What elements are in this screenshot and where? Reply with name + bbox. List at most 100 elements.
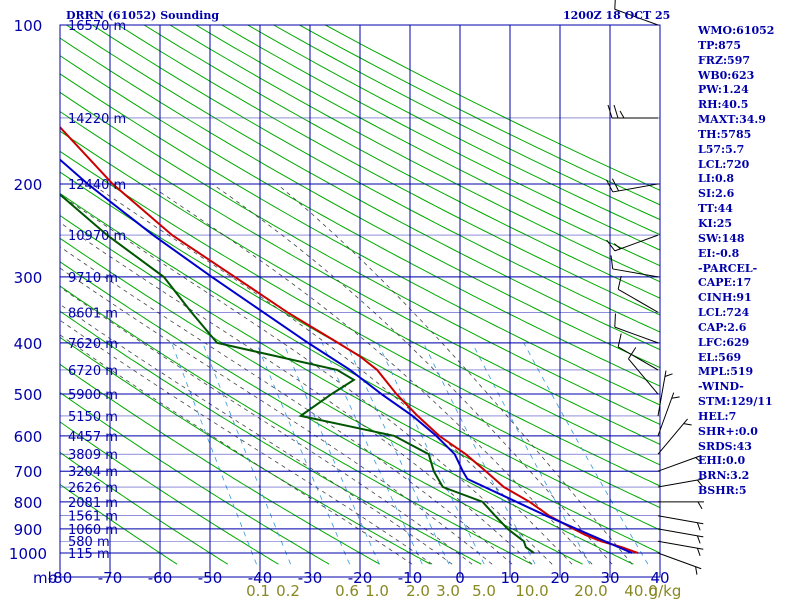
mixing-ratio-label: 0.1 xyxy=(246,582,270,600)
wind-barb-feather xyxy=(614,0,616,10)
index-item: RH:40.5 xyxy=(698,98,749,112)
wind-barb-staff xyxy=(657,528,704,538)
mixing-ratio-label: 0.6 xyxy=(335,582,359,600)
index-item: WB0:623 xyxy=(698,68,755,82)
mixing-ratio-line xyxy=(283,342,380,565)
wind-barb-feather xyxy=(610,255,614,269)
height-label: 4457 m xyxy=(68,430,118,445)
pressure-tick-label: 100 xyxy=(14,17,43,35)
plot-frame xyxy=(59,24,661,578)
wind-barb-feather xyxy=(619,110,625,119)
index-item: BSHR:5 xyxy=(698,484,747,498)
wind-barb-feather xyxy=(683,423,692,426)
wind-barb-staff xyxy=(657,455,702,472)
height-label: 10970 m xyxy=(68,229,126,244)
wind-barb-staff xyxy=(614,326,659,344)
chart-timestamp: 1200Z 18 OCT 25 xyxy=(563,9,671,22)
wind-barb-feather xyxy=(696,535,701,544)
temperature-tick-label: 30 xyxy=(600,569,619,587)
dry-adiabat xyxy=(60,363,381,565)
height-label: 16570 m xyxy=(68,19,126,34)
wind-barb-staff xyxy=(657,552,702,570)
index-item: LFC:629 xyxy=(698,335,750,349)
parcel-line xyxy=(60,158,633,554)
height-label: 2081 m xyxy=(68,496,118,511)
wind-barb-feather xyxy=(617,333,622,348)
wind-barb xyxy=(617,275,659,313)
mixing-ratio-label: g/kg xyxy=(649,582,682,600)
index-item: SW:148 xyxy=(698,231,745,245)
temperature-tick-label: -10 xyxy=(398,569,423,587)
mixing-ratio-line xyxy=(345,342,450,565)
mixing-ratio-label: 3.0 xyxy=(436,582,460,600)
index-item: -PARCEL- xyxy=(698,261,758,275)
moist-adiabat xyxy=(60,303,453,565)
wind-barb-feather xyxy=(696,548,701,556)
mixing-ratio-label: 0.2 xyxy=(276,582,300,600)
temperature-tick-label: -70 xyxy=(98,569,123,587)
index-item: LCL:720 xyxy=(698,157,750,171)
index-item: KI:25 xyxy=(698,216,733,230)
dry-adiabat xyxy=(60,392,330,565)
wind-barb xyxy=(657,392,680,437)
index-item: CAPE:17 xyxy=(698,276,752,290)
wind-barb-feather xyxy=(613,104,619,119)
height-label: 7620 m xyxy=(68,337,118,352)
pressure-tick-label: 200 xyxy=(14,176,43,194)
wind-barb xyxy=(614,0,659,26)
dry-adiabat xyxy=(60,483,178,565)
wind-barb xyxy=(657,370,673,416)
index-item: TH:5785 xyxy=(698,127,752,141)
wind-barb-feather xyxy=(607,104,613,119)
mixing-ratio-label: 5.0 xyxy=(472,582,496,600)
mixing-ratio-line xyxy=(377,342,485,565)
wind-barb xyxy=(657,455,703,472)
wind-barb-staff xyxy=(617,288,659,313)
wind-barb-feather xyxy=(695,457,703,464)
wind-barb-staff xyxy=(614,8,659,26)
mixing-ratio-line xyxy=(321,342,423,565)
index-item: MPL:519 xyxy=(698,365,754,379)
index-item: EHI:0.0 xyxy=(698,454,746,468)
index-item: MAXT:34.9 xyxy=(698,113,766,127)
mixing-ratio-line xyxy=(171,342,257,565)
dry-adiabat xyxy=(60,73,660,406)
height-label: 2626 m xyxy=(68,481,118,496)
moist-adiabat xyxy=(60,319,433,565)
mixing-ratio-label: 40.0 xyxy=(624,582,657,600)
height-label: 12440 m xyxy=(68,178,126,193)
moist-adiabat xyxy=(60,267,493,565)
index-item: TP:875 xyxy=(698,38,742,52)
mixing-ratio-line xyxy=(471,342,591,565)
dry-adiabat xyxy=(60,130,660,466)
index-item: PW:1.24 xyxy=(698,83,749,97)
wind-barb-feather xyxy=(611,178,620,192)
temperature-tick-label: -30 xyxy=(298,569,323,587)
mixing-ratio-label: 20.0 xyxy=(574,582,607,600)
dry-adiabat xyxy=(60,150,660,487)
height-label: 9710 m xyxy=(68,271,118,286)
mixing-ratio-label: 2.0 xyxy=(406,582,430,600)
wind-barb-staff xyxy=(612,183,659,193)
moist-adiabat xyxy=(91,183,573,565)
background-grid xyxy=(60,25,660,577)
dry-adiabat xyxy=(65,25,660,351)
pressure-tick-label: 900 xyxy=(14,521,43,539)
moist-adiabat xyxy=(60,194,553,565)
temperature-tick-label: 10 xyxy=(500,569,519,587)
pressure-unit-label: mb xyxy=(33,569,57,587)
wind-barb xyxy=(628,347,659,395)
pressure-tick-label: 800 xyxy=(14,494,43,512)
wind-barb-feather xyxy=(606,239,616,252)
index-item: FRZ:597 xyxy=(698,53,751,67)
wind-barb xyxy=(617,333,659,371)
wind-barb-staff xyxy=(614,234,659,252)
wind-barb xyxy=(657,540,704,556)
wind-barb-staff xyxy=(657,515,704,525)
wind-barb-feather xyxy=(695,566,698,575)
wind-barb-feather xyxy=(606,179,614,193)
moist-adiabat xyxy=(276,183,633,565)
mixing-ratio-line xyxy=(523,342,649,565)
mixing-ratio-label: 10.0 xyxy=(515,582,548,600)
chart-title: DRRN (61052) Sounding xyxy=(66,9,220,22)
